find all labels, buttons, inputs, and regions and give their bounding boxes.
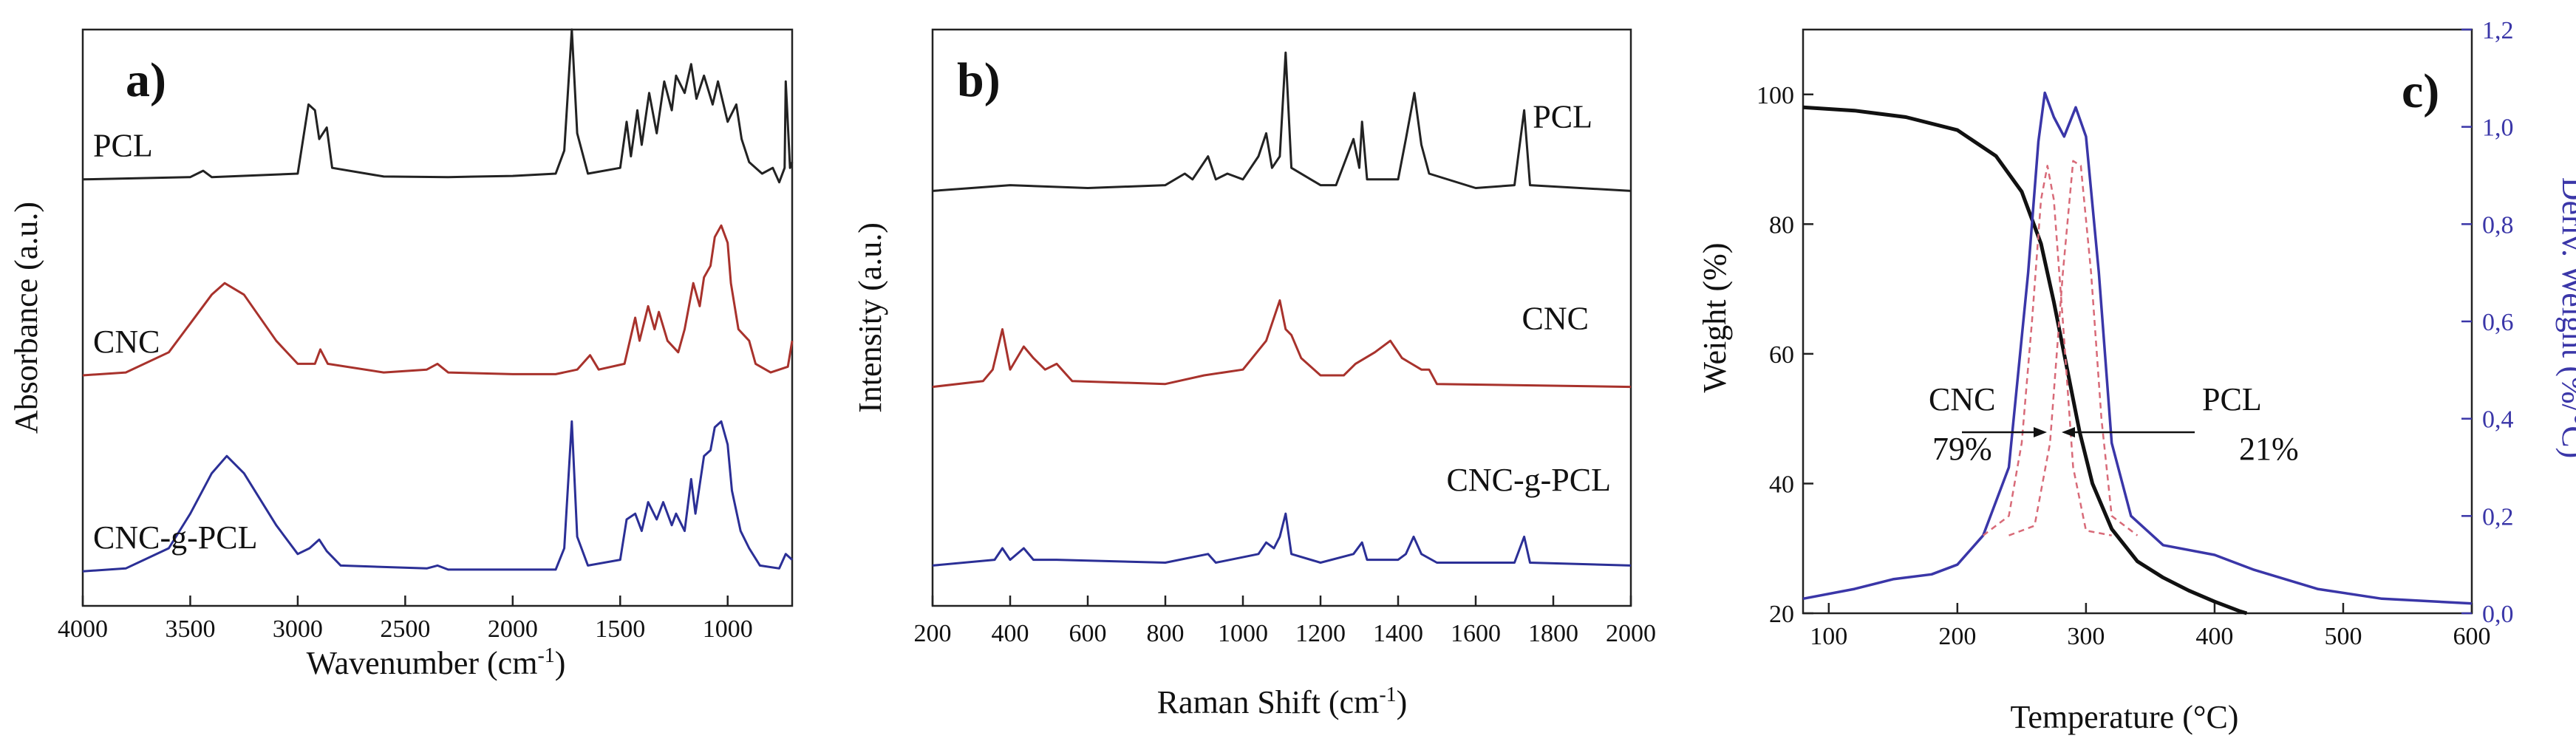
annotation-cnc-name: CNC (1929, 381, 1995, 417)
panel-b-xtick-label: 1200 (1295, 620, 1346, 647)
panel-b-series-label: CNC-g-PCL (1447, 462, 1611, 498)
panel-c-xtick-label: 100 (1810, 623, 1847, 650)
panel-b-series-line (932, 512, 1632, 567)
panel-b-ylabel: Intensity (a.u.) (852, 222, 888, 413)
annotation-pcl-arrowhead (2062, 427, 2075, 437)
panel-c-xtick-label: 600 (2453, 623, 2491, 650)
panel-c-ytick-right-label: 1,0 (2482, 115, 2514, 142)
panel-b-raman: 200 400 600 800 1000 1200 1400 1600 1800 2000 PCL… (852, 28, 1656, 720)
annotation-pcl-percent: 21% (2239, 431, 2299, 467)
panel-c-ytick-right-label: 1,2 (2482, 17, 2514, 44)
panel-a-ylabel: Absorbance (a.u.) (8, 202, 44, 434)
panel-a-ticks: 4000 3500 3000 2500 2000 1500 1000 (58, 596, 753, 643)
panel-b-series-labels: PCL CNC CNC-g-PCL (1447, 99, 1611, 498)
panel-c-ytick-right-label: 0,0 (2482, 601, 2514, 628)
panel-c-ytick-right-label: 0,6 (2482, 309, 2514, 336)
panel-c-series (1802, 91, 2473, 615)
panel-c-ticks: 100 200 300 400 500 600 20 40 60 80 100 0,0 0,2 0,4 0,… (1756, 17, 2514, 650)
panel-b-xlabel: Raman Shift (cm-1) (1157, 683, 1408, 720)
panel-c-deriv-line (1802, 91, 2473, 605)
panel-c-ytick-right-label: 0,8 (2482, 211, 2514, 239)
panel-c-ytick-right-label: 0,4 (2482, 406, 2514, 434)
annotation-cnc-percent: 79% (1932, 431, 1992, 467)
panel-b-xtick-label: 1400 (1373, 620, 1423, 647)
panel-c-ytick-label: 20 (1769, 601, 1794, 628)
panel-c-ytick-label: 40 (1769, 471, 1794, 498)
panel-a-xlabel: Wavenumber (cm-1) (307, 644, 566, 681)
panel-a-series-line (82, 420, 794, 573)
panel-a-ftir: 4000 3500 3000 2500 2000 1500 1000 PCL CNC CNC-g… (8, 28, 794, 681)
panel-a-series-label: PCL (93, 128, 153, 164)
panel-c-xlabel: Temperature (°C) (2011, 699, 2239, 735)
annotation-cnc-arrowhead (2034, 427, 2047, 437)
panel-b-xtick-label: 800 (1147, 620, 1185, 647)
panel-c-weight-line (1802, 105, 2248, 615)
panel-c-label: c) (2402, 64, 2439, 118)
panel-b-ticks: 200 400 600 800 1000 1200 1400 1600 1800 2000 (914, 596, 1656, 647)
panel-c-ylabel-right: Deriv. Weight (%/°C) (2555, 177, 2576, 459)
panel-a-series-label: CNC (93, 324, 160, 360)
panel-b-xtick-label: 200 (914, 620, 952, 647)
panel-c-deconvolution-line (1982, 165, 2112, 536)
panel-b-series-line (932, 299, 1632, 389)
panel-b-series-label: CNC (1522, 301, 1589, 337)
panel-b-series-label: PCL (1533, 99, 1592, 135)
panel-a-xtick-label: 4000 (58, 615, 108, 643)
panel-b-xtick-label: 1800 (1528, 620, 1578, 647)
panel-a-series (82, 28, 794, 573)
panel-b-xtick-label: 1000 (1218, 620, 1268, 647)
panel-a-label: a) (126, 53, 166, 107)
panel-c-ytick-label: 100 (1756, 82, 1794, 109)
panel-c-xtick-label: 300 (2067, 623, 2105, 650)
panel-b-xtick-label: 400 (992, 620, 1029, 647)
panel-c-ylabel: Weight (%) (1697, 243, 1733, 393)
panel-b-xtick-label: 1600 (1451, 620, 1501, 647)
panel-c-ytick-label: 80 (1769, 211, 1794, 239)
panel-a-frame (81, 28, 794, 607)
panel-c-tga: 100 200 300 400 500 600 20 40 60 80 100 0,0 0,2 0,4 0,… (1697, 17, 2576, 735)
panel-c-xtick-label: 500 (2324, 623, 2362, 650)
annotation-pcl-name: PCL (2202, 381, 2262, 417)
panel-b-frame (931, 28, 1632, 607)
panel-c-deconvolution-line (2008, 160, 2139, 536)
panel-c-annotations: CNC 79% PCL 21% (1929, 381, 2299, 467)
panel-a-series-line (82, 224, 794, 377)
panel-b-label: b) (957, 53, 1001, 107)
panel-b-xtick-label: 2000 (1606, 620, 1656, 647)
panel-a-xtick-label: 1000 (703, 615, 753, 643)
panel-c-xtick-label: 400 (2195, 623, 2233, 650)
panel-a-series-labels: PCL CNC CNC-g-PCL (93, 128, 257, 556)
panel-a-xtick-label: 3500 (165, 615, 215, 643)
panel-a-series-label: CNC-g-PCL (93, 519, 257, 556)
panel-b-xtick-label: 600 (1069, 620, 1107, 647)
panel-a-xtick-label: 3000 (273, 615, 323, 643)
panel-b-series-line (932, 51, 1632, 192)
panel-c-ytick-label: 60 (1769, 341, 1794, 369)
panel-c-xtick-label: 200 (1938, 623, 1976, 650)
panel-a-xtick-label: 1500 (595, 615, 645, 643)
panel-a-series-line (82, 28, 794, 184)
panel-c-ytick-right-label: 0,2 (2482, 503, 2514, 531)
panel-a-xtick-label: 2500 (380, 615, 430, 643)
panel-b-series (932, 51, 1632, 567)
panel-a-xtick-label: 2000 (488, 615, 538, 643)
